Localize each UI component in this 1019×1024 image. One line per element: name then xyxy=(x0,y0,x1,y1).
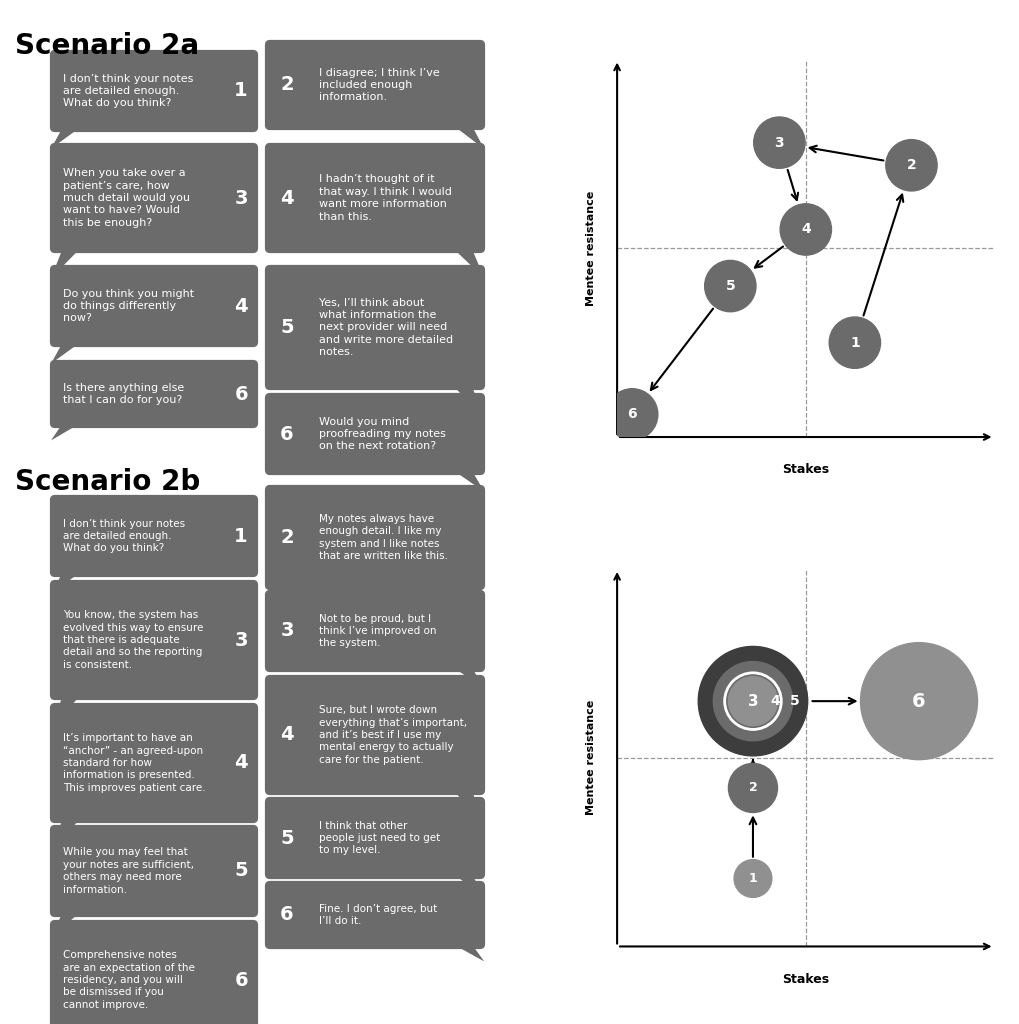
Text: 1: 1 xyxy=(234,526,248,546)
Circle shape xyxy=(704,260,755,311)
Text: Comprehensive notes
are an expectation of the
residency, and you will
be dismiss: Comprehensive notes are an expectation o… xyxy=(63,950,195,1010)
Text: 5: 5 xyxy=(280,318,293,337)
Text: Would you mind
proofreading my notes
on the next rotation?: Would you mind proofreading my notes on … xyxy=(319,417,445,452)
Text: 4: 4 xyxy=(280,188,293,208)
Text: 5: 5 xyxy=(234,861,248,881)
Text: 2: 2 xyxy=(280,76,293,94)
Text: 3: 3 xyxy=(280,622,293,640)
Circle shape xyxy=(712,662,792,740)
Text: 6: 6 xyxy=(627,408,637,422)
Text: 3: 3 xyxy=(234,631,248,649)
Text: 5: 5 xyxy=(280,828,293,848)
Text: 1: 1 xyxy=(849,336,859,349)
Text: 3: 3 xyxy=(747,693,757,709)
Text: 6: 6 xyxy=(234,971,248,989)
Text: 4: 4 xyxy=(234,297,248,315)
Text: Yes, I’ll think about
what information the
next provider will need
and write mor: Yes, I’ll think about what information t… xyxy=(319,298,452,357)
Circle shape xyxy=(728,677,776,726)
Text: 6: 6 xyxy=(234,384,248,403)
Text: I disagree; I think I’ve
included enough
information.: I disagree; I think I’ve included enough… xyxy=(319,68,439,102)
Circle shape xyxy=(780,204,830,255)
Text: I don’t think your notes
are detailed enough.
What do you think?: I don’t think your notes are detailed en… xyxy=(63,518,185,553)
Text: 2: 2 xyxy=(748,781,756,795)
Circle shape xyxy=(884,139,936,190)
Text: 2: 2 xyxy=(280,528,293,547)
Text: 4: 4 xyxy=(800,222,810,237)
Text: 3: 3 xyxy=(773,135,784,150)
Text: Not to be proud, but I
think I’ve improved on
the system.: Not to be proud, but I think I’ve improv… xyxy=(319,613,436,648)
Circle shape xyxy=(606,389,657,440)
Text: 6: 6 xyxy=(280,425,293,443)
Text: I think that other
people just need to get
to my level.: I think that other people just need to g… xyxy=(319,820,440,855)
Text: 4: 4 xyxy=(280,725,293,744)
Text: 1: 1 xyxy=(748,872,756,885)
Text: Stakes: Stakes xyxy=(782,464,828,476)
Text: Scenario 2a: Scenario 2a xyxy=(15,32,199,60)
Text: 6: 6 xyxy=(280,905,293,925)
Text: You know, the system has
evolved this way to ensure
that there is adequate
detai: You know, the system has evolved this wa… xyxy=(63,610,204,670)
Text: While you may feel that
your notes are sufficient,
others may need more
informat: While you may feel that your notes are s… xyxy=(63,848,194,895)
Text: I hadn’t thought of it
that way. I think I would
want more information
than this: I hadn’t thought of it that way. I think… xyxy=(319,174,451,221)
Text: Sure, but I wrote down
everything that’s important,
and it’s best if I use my
me: Sure, but I wrote down everything that’s… xyxy=(319,706,467,765)
Text: 5: 5 xyxy=(725,280,735,293)
Text: 5: 5 xyxy=(789,694,799,709)
Text: Stakes: Stakes xyxy=(782,973,828,986)
Text: Mentee resistance: Mentee resistance xyxy=(585,190,595,306)
Circle shape xyxy=(734,860,771,897)
Text: Is there anything else
that I can do for you?: Is there anything else that I can do for… xyxy=(63,383,184,406)
Text: Fine. I don’t agree, but
I’ll do it.: Fine. I don’t agree, but I’ll do it. xyxy=(319,904,437,926)
Text: 1: 1 xyxy=(234,82,248,100)
Text: Scenario 2b: Scenario 2b xyxy=(15,468,200,496)
Circle shape xyxy=(728,764,776,812)
Text: When you take over a
patient’s care, how
much detail would you
want to have? Wou: When you take over a patient’s care, how… xyxy=(63,168,190,227)
Circle shape xyxy=(860,643,976,760)
Text: 3: 3 xyxy=(234,188,248,208)
Circle shape xyxy=(698,646,807,756)
Text: 6: 6 xyxy=(911,691,925,711)
Circle shape xyxy=(828,317,879,369)
Text: Do you think you might
do things differently
now?: Do you think you might do things differe… xyxy=(63,289,194,324)
Text: It’s important to have an
“anchor” - an agreed-upon
standard for how
information: It’s important to have an “anchor” - an … xyxy=(63,733,206,793)
Text: 4: 4 xyxy=(234,754,248,772)
Circle shape xyxy=(753,117,804,168)
Text: My notes always have
enough detail. I like my
system and I like notes
that are w: My notes always have enough detail. I li… xyxy=(319,514,447,561)
Text: Mentee resistance: Mentee resistance xyxy=(585,700,595,815)
Text: 4: 4 xyxy=(770,694,780,709)
Text: 2: 2 xyxy=(906,159,915,172)
Text: I don’t think your notes
are detailed enough.
What do you think?: I don’t think your notes are detailed en… xyxy=(63,74,194,109)
